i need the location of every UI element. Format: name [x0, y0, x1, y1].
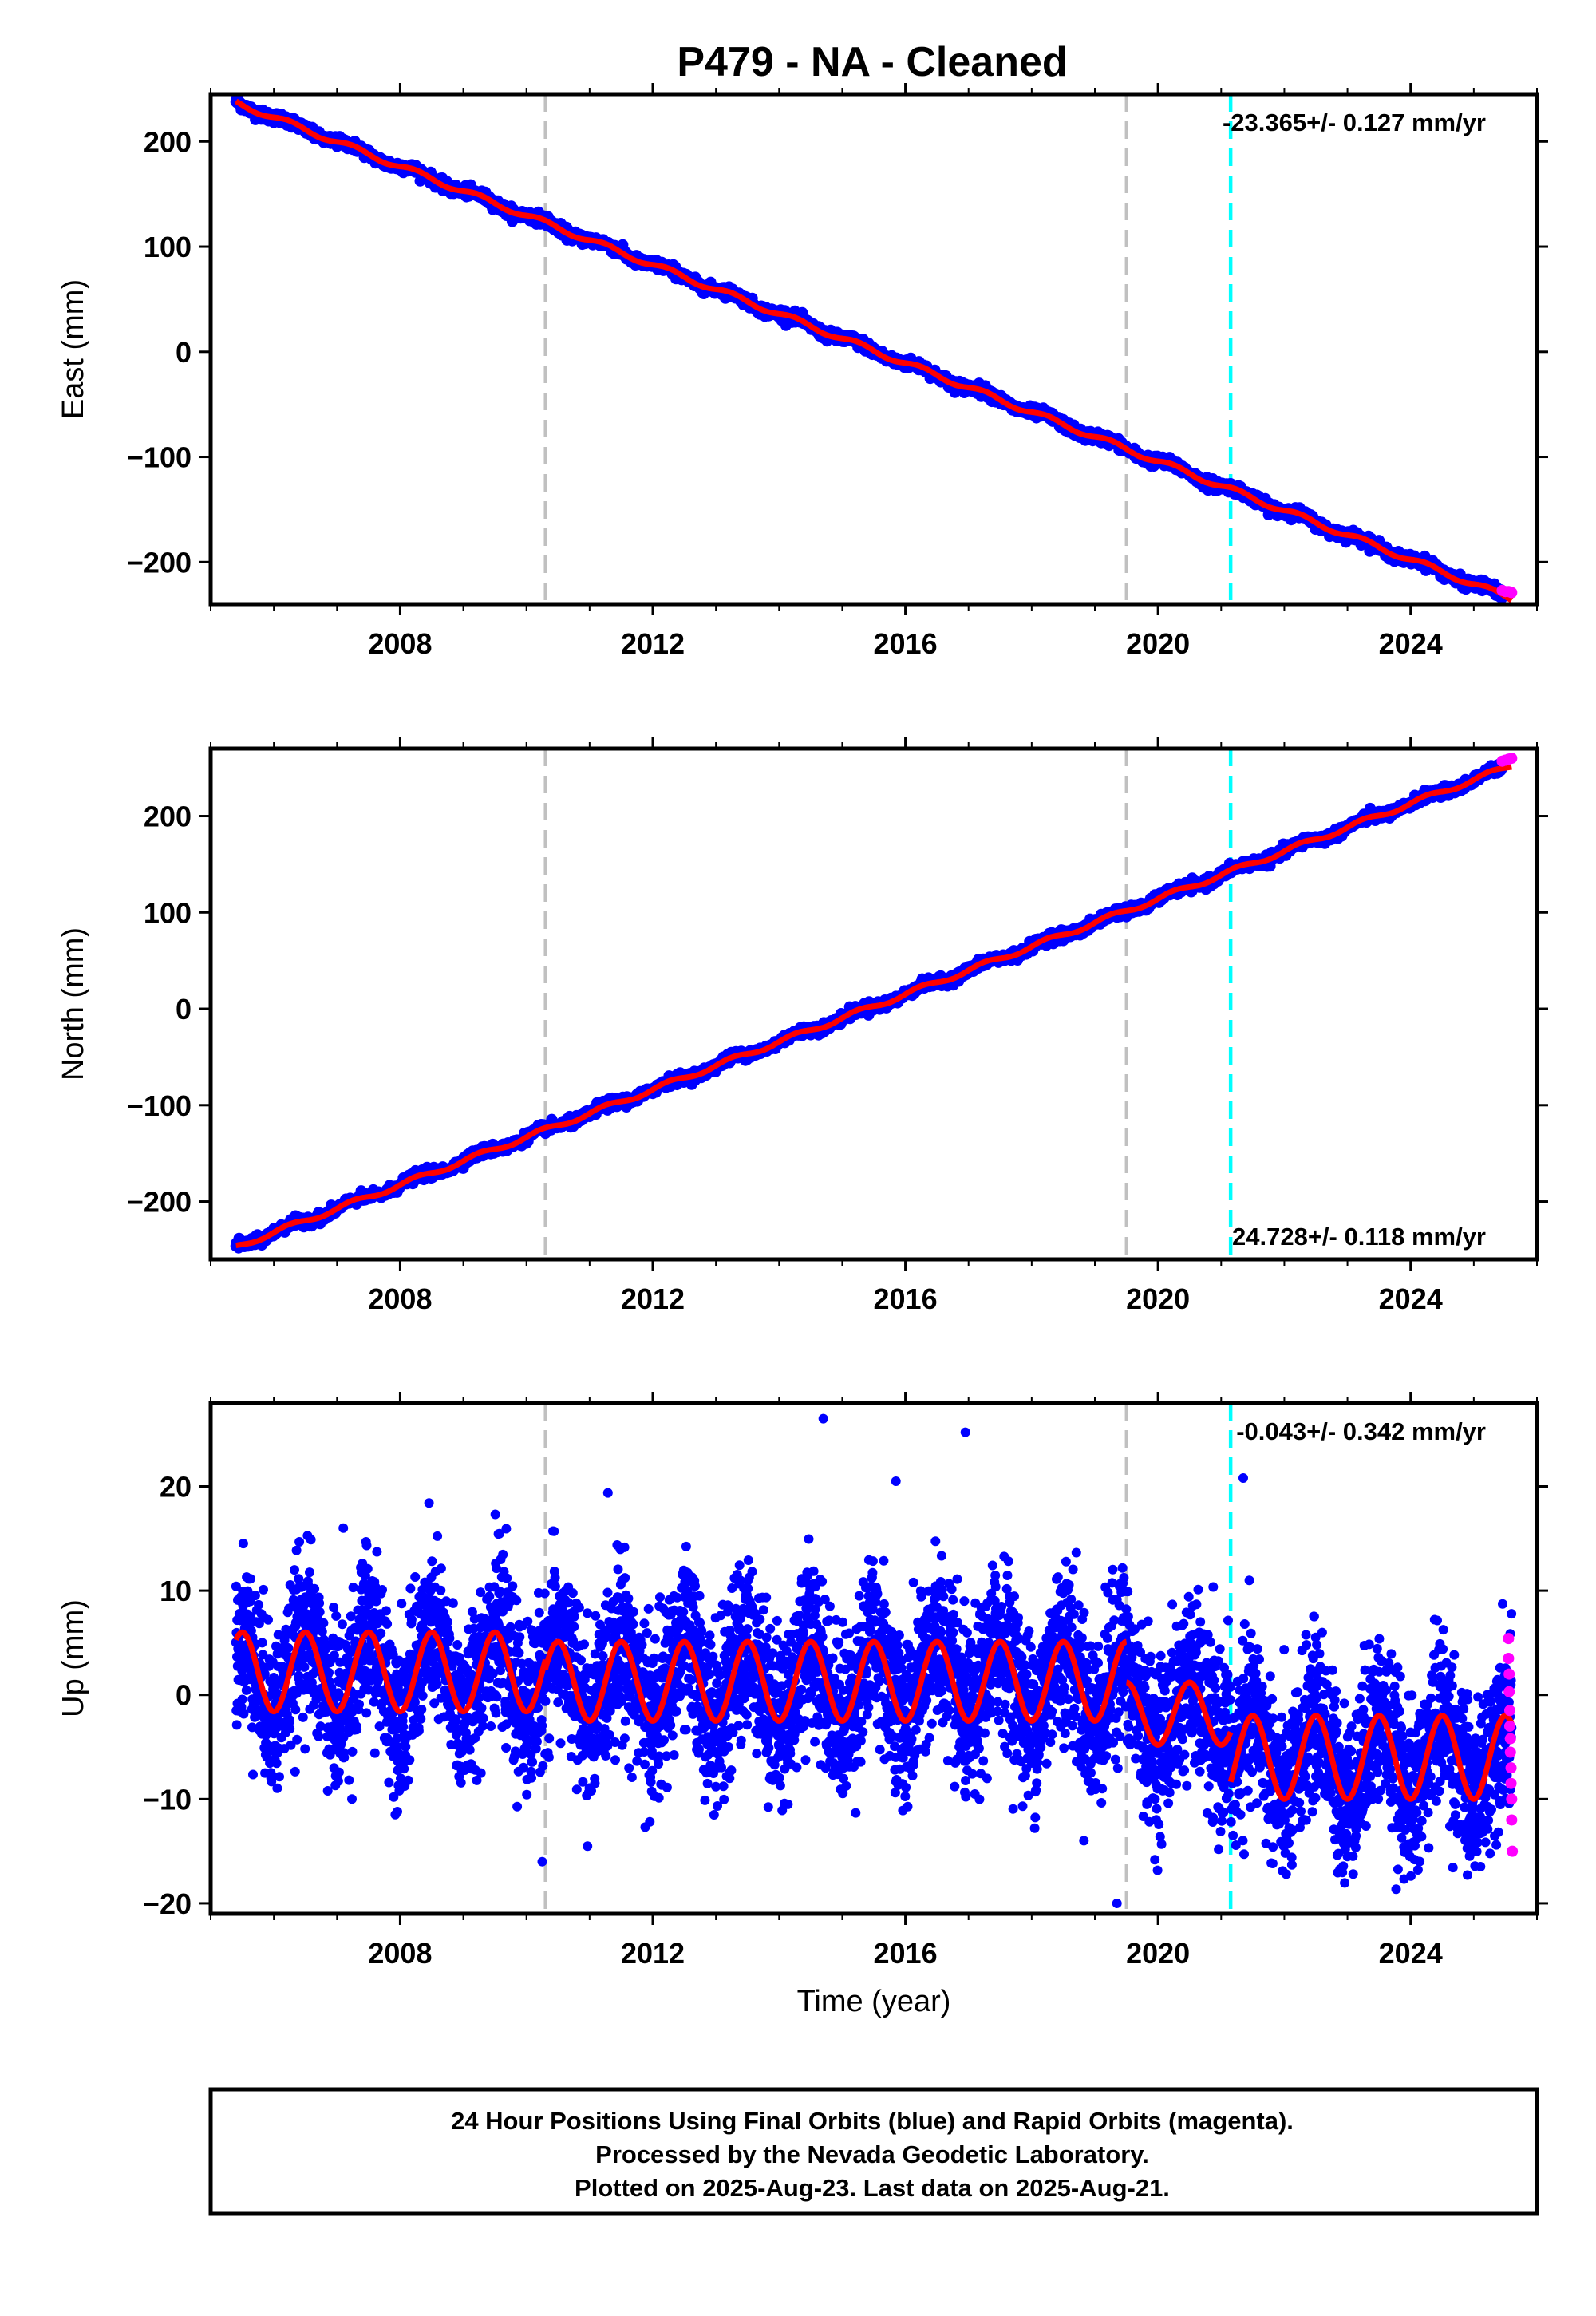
panels: −200 −100 0 100 200 2008 2012 2016 2020 2024 East …: [57, 83, 1548, 2018]
y-tick-label: −100: [127, 1089, 192, 1122]
y-tick-label: 0: [176, 336, 192, 369]
x-tick-label: 2016: [874, 1282, 938, 1315]
x-tick-label: 2020: [1126, 627, 1190, 660]
y-tick-label: −100: [127, 441, 192, 474]
x-tick-label: 2012: [621, 1282, 685, 1315]
y-axis-label: North (mm): [57, 927, 90, 1081]
x-tick-label: 2024: [1379, 627, 1443, 660]
x-tick-label: 2008: [368, 1282, 432, 1315]
y-tick-label: 200: [144, 125, 192, 158]
y-tick-label: 100: [144, 896, 192, 929]
rate-annotation: 24.728+/- 0.118 mm/yr: [1232, 1223, 1486, 1251]
y-axis-label: East (mm): [57, 279, 90, 419]
y-tick-label: −200: [127, 1186, 192, 1219]
y-tick-label: 0: [176, 993, 192, 1026]
x-tick-label: 2016: [874, 627, 938, 660]
x-tick-label: 2024: [1379, 1282, 1443, 1315]
rapid-orbit-point: [1506, 753, 1518, 765]
y-tick-label: 200: [144, 800, 192, 833]
x-tick-label: 2008: [368, 627, 432, 660]
panel-east: −200 −100 0 100 200 2008 2012 2016 2020 2024 East …: [57, 83, 1548, 660]
x-tick-label: 2020: [1126, 1282, 1190, 1315]
plot-area: [230, 94, 1518, 604]
y-tick-label: 100: [144, 231, 192, 263]
y-tick-label: −200: [127, 546, 192, 579]
figure-title: P479 - NA - Cleaned: [677, 39, 1067, 85]
rapid-orbit-point: [1506, 587, 1518, 599]
rate-annotation: -23.365+/- 0.127 mm/yr: [1223, 109, 1486, 136]
x-tick-label: 2012: [621, 627, 685, 660]
